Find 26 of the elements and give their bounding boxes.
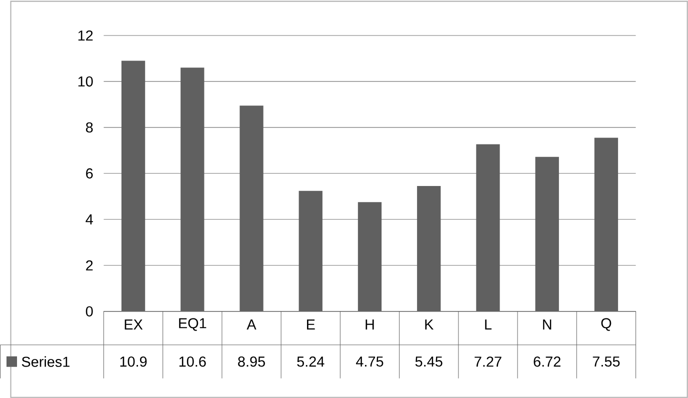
y-tick-label: 12 [78,30,93,40]
x-tick-label: A [246,320,256,330]
x-tick-label: EX [124,320,143,330]
x-tick-label: K [425,320,434,330]
data-label: 5.24 [297,356,324,367]
y-tick-label: 8 [86,122,93,133]
y-tick-label: 6 [86,168,93,178]
x-tick-label: N [543,320,552,330]
data-label: 5.45 [415,356,442,367]
data-label: 4.75 [356,356,384,367]
data-label: 7.27 [474,356,502,367]
x-tick-label: E [307,320,315,330]
data-label: 10.9 [120,356,147,367]
data-label: 10.6 [179,356,206,367]
data-label: 8.95 [238,356,265,367]
legend-label: Series1 [22,356,70,367]
y-tick-label: 0 [86,306,93,316]
x-tick-label: EQ1 [179,318,206,331]
x-tick-label: H [366,320,374,330]
x-tick-label: L [485,320,492,330]
y-tick-label: 2 [86,260,93,270]
y-tick-label: 4 [86,214,93,224]
x-tick-label: Q [601,318,612,331]
data-label: 7.55 [592,356,620,367]
y-tick-label: 10 [78,76,93,87]
data-label: 6.72 [534,356,560,367]
